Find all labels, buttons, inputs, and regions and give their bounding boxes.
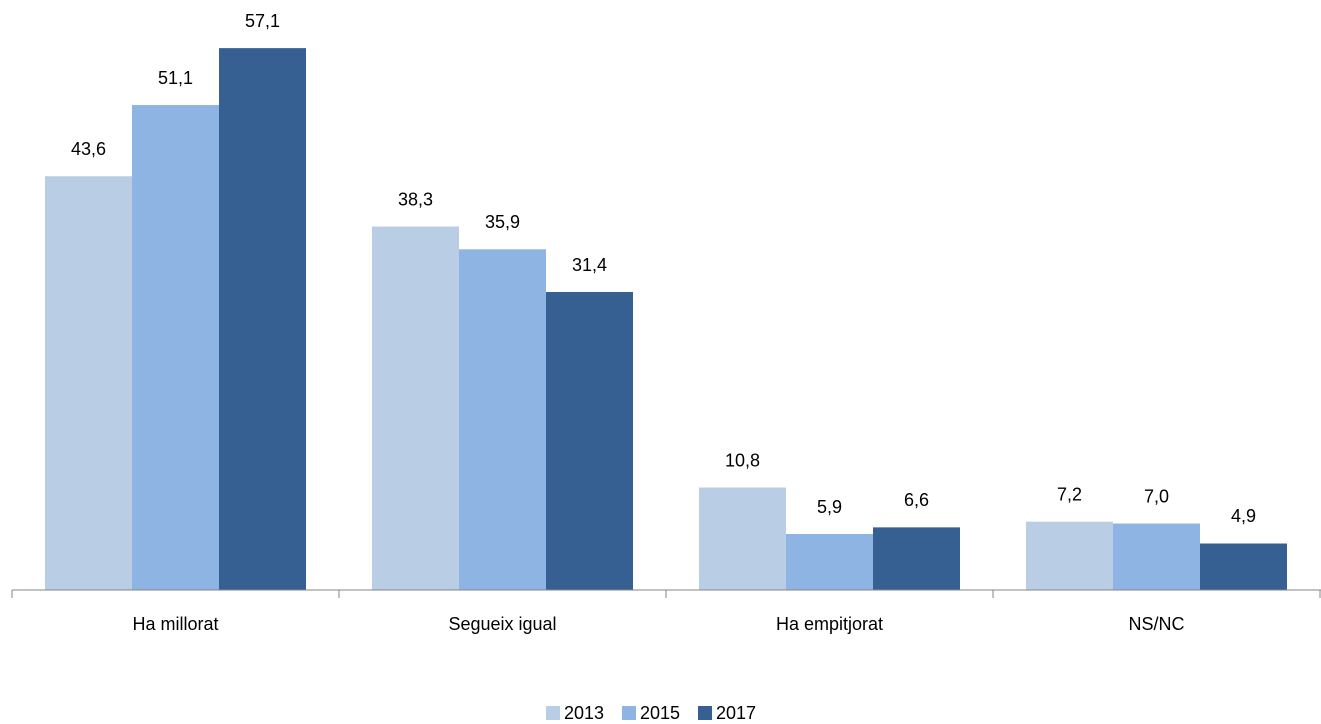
- data-label: 38,3: [398, 189, 433, 209]
- bar: [873, 527, 960, 590]
- data-label: 51,1: [158, 68, 193, 88]
- data-label: 10,8: [725, 450, 760, 470]
- data-label: 6,6: [904, 490, 929, 510]
- data-label: 31,4: [572, 255, 607, 275]
- data-label: 4,9: [1231, 506, 1256, 526]
- data-label: 7,0: [1144, 486, 1169, 506]
- legend-swatch: [698, 706, 712, 720]
- bar: [546, 292, 633, 590]
- bar: [786, 534, 873, 590]
- bar: [372, 226, 459, 590]
- bar: [699, 487, 786, 590]
- bar: [219, 48, 306, 591]
- data-label: 7,2: [1057, 484, 1082, 504]
- legend-label: 2015: [640, 703, 680, 723]
- bar: [1113, 523, 1200, 590]
- legend-swatch: [622, 706, 636, 720]
- bar: [1200, 543, 1287, 590]
- legend-label: 2017: [716, 703, 756, 723]
- x-tick-label: Ha empitjorat: [776, 614, 883, 634]
- bar: [132, 105, 219, 590]
- bar: [45, 176, 132, 590]
- legend-swatch: [546, 706, 560, 720]
- legend-label: 2013: [564, 703, 604, 723]
- x-tick-label: NS/NC: [1128, 614, 1184, 634]
- data-label: 5,9: [817, 497, 842, 517]
- data-label: 57,1: [245, 11, 280, 31]
- bar: [459, 249, 546, 590]
- bar: [1026, 521, 1113, 590]
- x-tick-label: Ha millorat: [132, 614, 218, 634]
- data-label: 43,6: [71, 139, 106, 159]
- x-tick-label: Segueix igual: [448, 614, 556, 634]
- data-label: 35,9: [485, 212, 520, 232]
